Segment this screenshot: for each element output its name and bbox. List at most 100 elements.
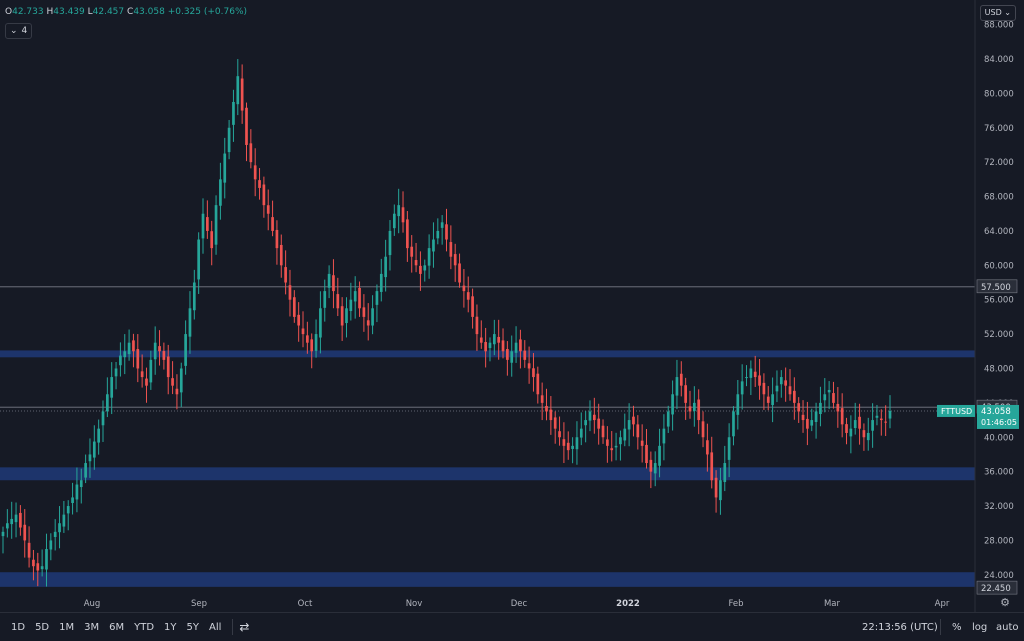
candle-body [810,420,814,426]
percent-toggle[interactable]: % [952,621,962,633]
candle [292,290,296,323]
candle-body [245,107,248,145]
candle [166,344,170,395]
candle-body [258,180,261,188]
candle [175,374,179,410]
range-all-button[interactable]: All [209,621,222,633]
range-5y-button[interactable]: 5Y [186,621,200,633]
price-axis[interactable]: 88.000 84.000 80.000 76.000 72.000 68.000 64.0… [984,21,1014,581]
symbol-label-box [937,404,975,417]
auto-toggle[interactable]: auto [996,621,1019,633]
candle-body [45,549,48,570]
candle-body [340,306,344,326]
time-axis[interactable]: Aug Sep Oct Nov Dec 2022 Feb Mar Apr [84,599,950,609]
range-ytd-button[interactable]: YTD [134,621,155,633]
candle-body [97,428,101,443]
candle [853,402,857,435]
candle [245,102,248,162]
candle-body [801,414,805,421]
candle-body [649,459,653,472]
candle-body [319,308,322,338]
candle [653,451,657,487]
candle [232,89,235,142]
candle-body [197,239,201,280]
candle [240,64,244,124]
candle [249,129,253,169]
indicators-toggle-button[interactable]: ⌄ 4 [5,23,33,39]
candle [140,354,144,388]
candle [388,220,392,271]
candle-body [845,424,848,433]
countdown-value: 01:46:05 [981,418,1017,427]
candle-body [419,265,422,274]
gear-icon[interactable]: ⚙ [1000,596,1010,609]
candle-body [523,350,527,360]
candle [310,333,314,369]
date-range-icon[interactable]: ⇄ [239,620,250,634]
candle-body [732,411,735,437]
candle [397,188,401,234]
candle [871,403,874,448]
candle-body [506,349,509,360]
candle-body [653,463,657,474]
candlestick-chart[interactable]: 88.000 84.000 80.000 76.000 72.000 68.000 64.0… [0,0,1024,612]
candle-body [92,441,96,458]
range-1m-button[interactable]: 1M [59,621,75,633]
price-tick-label: 68.000 [984,193,1014,203]
candle-body [462,285,466,292]
high-label: H [46,7,54,17]
candle-body [379,273,383,292]
candle [666,405,670,433]
candle-body [701,421,705,438]
candle-body [175,388,179,395]
candle [1,526,5,554]
range-1d-button[interactable]: 1D [11,621,26,633]
candle [440,215,444,245]
chevron-down-icon: ⌄ [1004,8,1011,17]
candle [14,502,18,538]
candle [792,377,796,420]
candle [171,361,174,395]
candle-body [132,340,135,352]
candle [158,330,161,366]
candle [675,359,679,410]
candle-body [62,514,66,527]
candle [862,423,866,451]
time-tick-label: Sep [191,599,207,609]
candle-body [792,390,796,403]
candle-body [827,389,831,393]
candle [275,220,279,265]
candle-body [592,414,596,421]
range-1y-button[interactable]: 1Y [164,621,177,633]
range-6m-button[interactable]: 6M [109,621,125,633]
candle-body [597,418,601,429]
candle [632,405,635,437]
candle-body [475,316,479,335]
candle [301,311,305,348]
candle-body [75,484,79,500]
range-5d-button[interactable]: 5D [35,621,50,633]
candle [649,451,653,489]
candle [210,220,214,266]
candle [88,438,92,478]
candle [806,401,809,446]
log-toggle[interactable]: log [972,621,988,633]
candle [797,397,801,423]
candle [579,412,583,446]
close-label: C [127,7,134,17]
candle-body [358,287,361,309]
range-3m-button[interactable]: 3M [84,621,100,633]
candle [458,253,461,288]
candle-body [388,230,392,256]
candle [336,277,340,317]
candle-body [658,445,661,466]
candle [736,380,740,430]
currency-button[interactable]: USD ⌄ [979,5,1016,21]
candle [732,406,735,446]
candle [366,303,370,341]
candle [762,373,766,410]
last-price-box [977,404,1019,429]
candle-body [671,394,674,415]
candle [575,421,579,465]
utc-clock[interactable]: 22:13:56 (UTC) [862,621,938,633]
